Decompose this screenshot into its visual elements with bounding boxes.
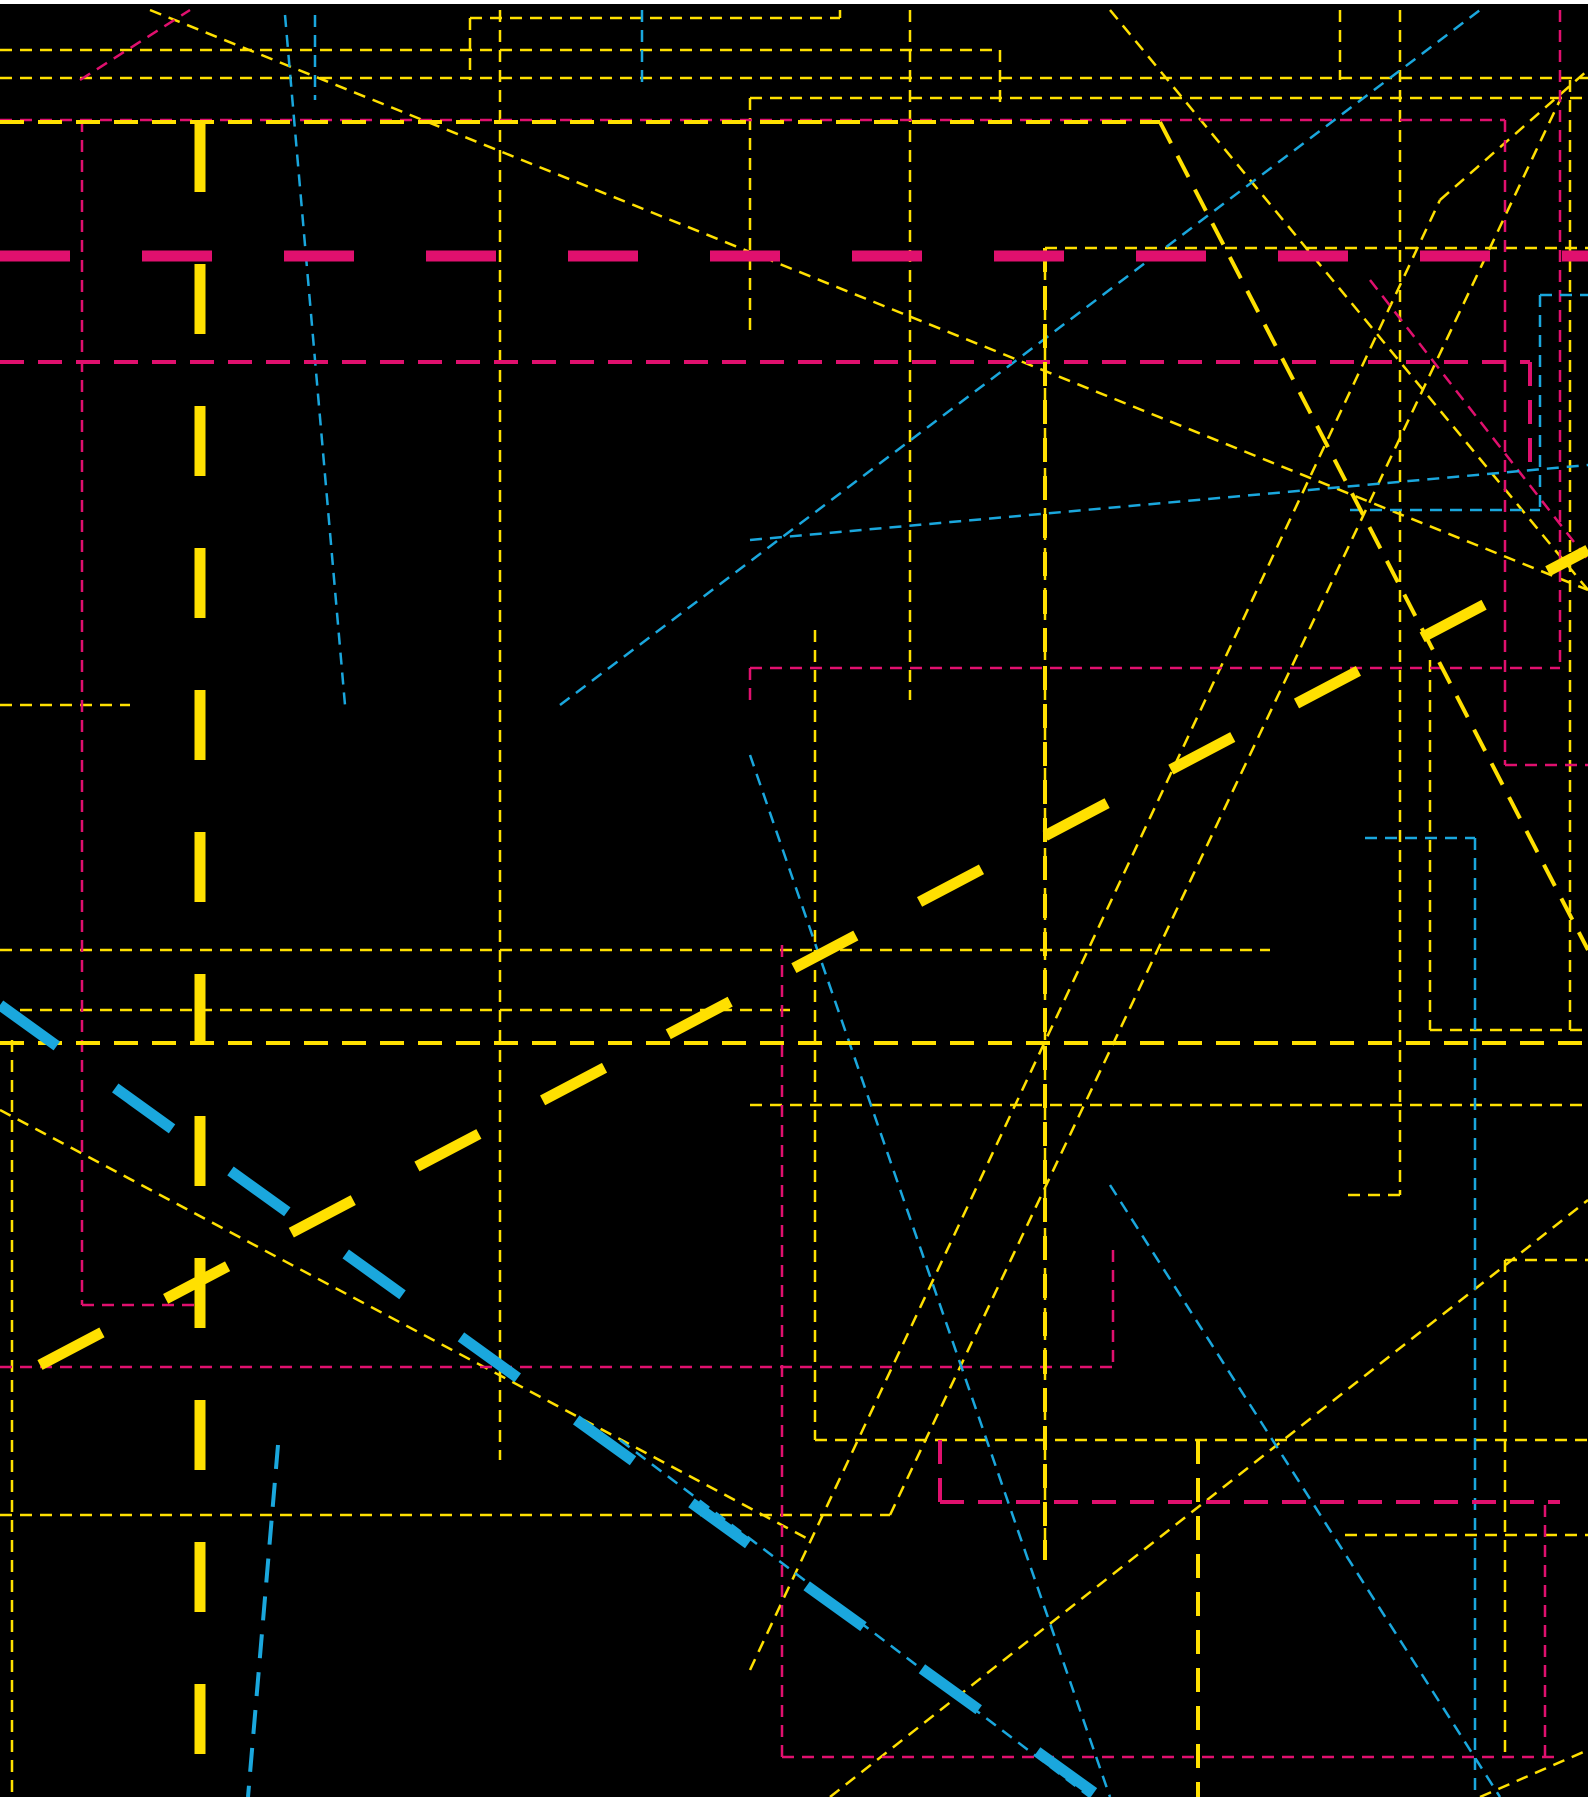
medium-magenta-lines [0, 360, 1560, 1504]
thin-yellow-lines [0, 8, 1588, 1797]
thick-yellow-lines [37, 122, 1588, 1797]
medium-yellow-lines [0, 120, 1588, 1797]
medium-cyan-lines [246, 1444, 280, 1797]
artwork-canvas [0, 4, 1588, 1797]
